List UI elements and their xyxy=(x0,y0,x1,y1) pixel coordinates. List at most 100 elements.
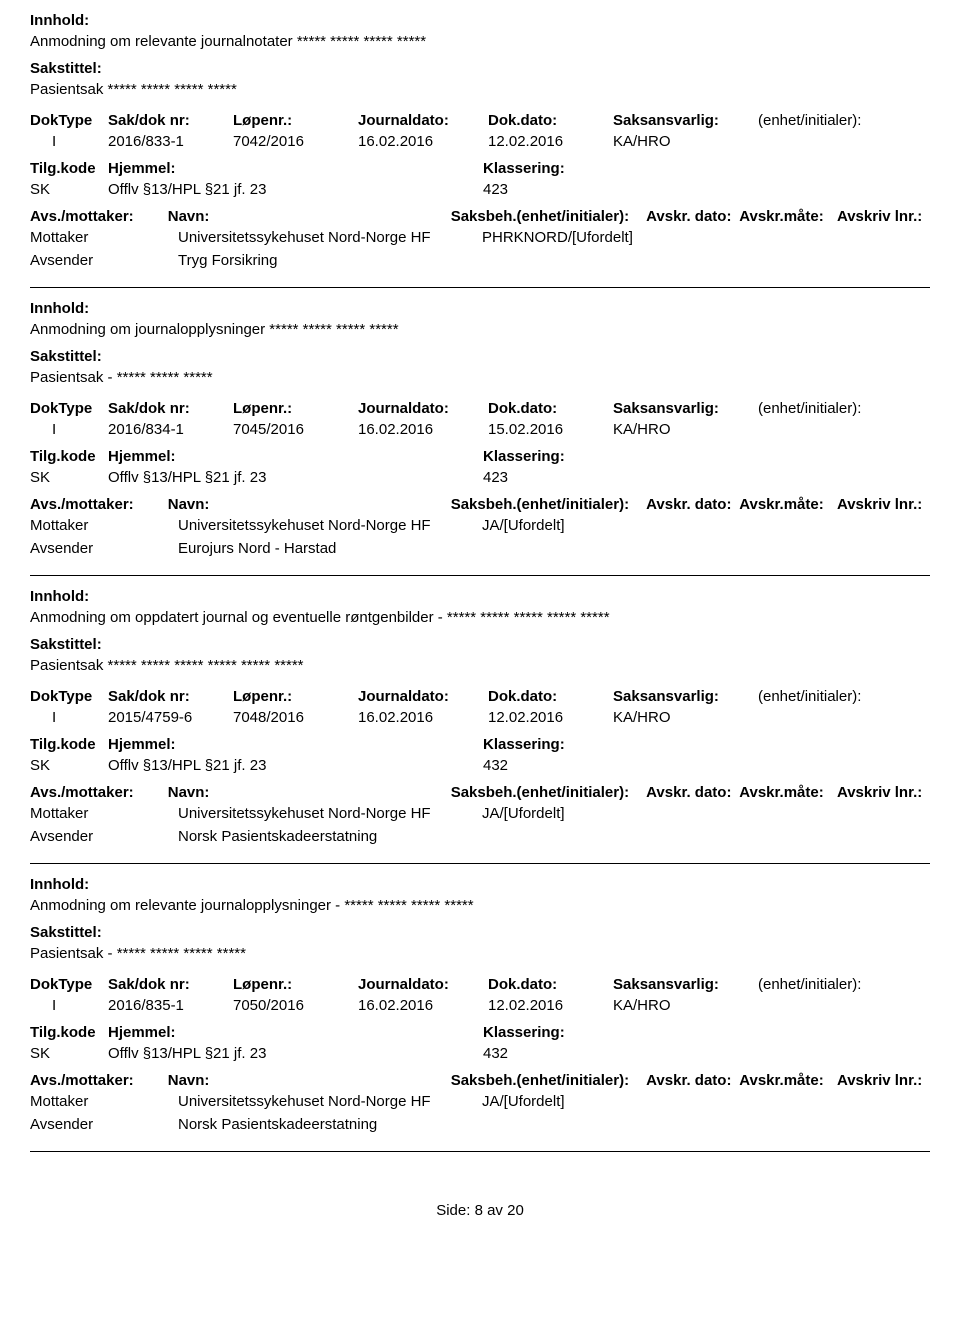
navn-header: Navn: xyxy=(168,496,451,513)
meta-header-row: DokType Sak/dok nr: Løpenr.: Journaldato… xyxy=(30,400,930,417)
mottaker-row: Mottaker Universitetssykehuset Nord-Norg… xyxy=(30,517,930,534)
hjemmel-header: Hjemmel: xyxy=(108,160,483,177)
hjemmel-header: Hjemmel: xyxy=(108,1024,483,1041)
avskrivlnr-header: Avskriv lnr.: xyxy=(837,208,930,225)
avsender-row: Avsender Norsk Pasientskadeerstatning xyxy=(30,1116,930,1133)
dokdato-header: Dok.dato: xyxy=(488,400,613,417)
sakstittel-label: Sakstittel: xyxy=(30,636,930,653)
avsender-row: Avsender Norsk Pasientskadeerstatning xyxy=(30,828,930,845)
klassering-header: Klassering: xyxy=(483,1024,683,1041)
navn-header: Navn: xyxy=(168,208,451,225)
avsmottaker-header: Avs./mottaker: xyxy=(30,784,168,801)
mottaker-navn: Universitetssykehuset Nord-Norge HF xyxy=(178,805,482,822)
lopenr-header: Løpenr.: xyxy=(233,976,358,993)
mottaker-navn: Universitetssykehuset Nord-Norge HF xyxy=(178,1093,482,1110)
avskrdato-header: Avskr. dato: xyxy=(646,208,739,225)
sakstittel-label: Sakstittel: xyxy=(30,348,930,365)
doktype-value: I xyxy=(30,997,108,1014)
avs-header-row: Avs./mottaker: Navn: Saksbeh.(enhet/init… xyxy=(30,1072,930,1089)
journaldato-header: Journaldato: xyxy=(358,400,488,417)
journal-entry: Innhold: Anmodning om relevante journaln… xyxy=(30,12,930,279)
avsender-label: Avsender xyxy=(30,540,178,557)
dokdato-value: 15.02.2016 xyxy=(488,421,613,438)
tilgkode-value: SK xyxy=(30,181,108,198)
innhold-text: Anmodning om oppdatert journal og eventu… xyxy=(30,609,930,626)
meta-header-row: DokType Sak/dok nr: Løpenr.: Journaldato… xyxy=(30,688,930,705)
journaldato-header: Journaldato: xyxy=(358,688,488,705)
innhold-text: Anmodning om relevante journalnotater **… xyxy=(30,33,930,50)
dokdato-value: 12.02.2016 xyxy=(488,133,613,150)
avsender-label: Avsender xyxy=(30,828,178,845)
avsmottaker-header: Avs./mottaker: xyxy=(30,208,168,225)
avskrmate-header: Avskr.måte: xyxy=(739,1072,837,1089)
lopenr-value: 7050/2016 xyxy=(233,997,358,1014)
sakdok-value: 2016/835-1 xyxy=(108,997,233,1014)
sakstittel-text: Pasientsak ***** ***** ***** ***** *****… xyxy=(30,657,930,674)
lopenr-header: Løpenr.: xyxy=(233,400,358,417)
navn-header: Navn: xyxy=(168,1072,451,1089)
avskrivlnr-header: Avskriv lnr.: xyxy=(837,1072,930,1089)
avsender-row: Avsender Eurojurs Nord - Harstad xyxy=(30,540,930,557)
meta-header-row: DokType Sak/dok nr: Løpenr.: Journaldato… xyxy=(30,976,930,993)
mottaker-saksbeh: PHRKNORD/[Ufordelt] xyxy=(482,229,692,246)
innhold-label: Innhold: xyxy=(30,588,930,605)
sakdok-value: 2015/4759-6 xyxy=(108,709,233,726)
dokdato-header: Dok.dato: xyxy=(488,976,613,993)
innhold-label: Innhold: xyxy=(30,300,930,317)
journaldato-value: 16.02.2016 xyxy=(358,421,488,438)
mottaker-row: Mottaker Universitetssykehuset Nord-Norg… xyxy=(30,1093,930,1110)
saksbeh-header: Saksbeh.(enhet/initialer): xyxy=(451,496,646,513)
kode-header-row: Tilg.kode Hjemmel: Klassering: xyxy=(30,1024,930,1041)
sakdok-header: Sak/dok nr: xyxy=(108,400,233,417)
saksansvarlig-header: Saksansvarlig: xyxy=(613,976,758,993)
enhet-header: (enhet/initialer): xyxy=(758,976,908,993)
journaldato-header: Journaldato: xyxy=(358,976,488,993)
avskrmate-header: Avskr.måte: xyxy=(739,784,837,801)
saksansvarlig-header: Saksansvarlig: xyxy=(613,400,758,417)
entry-divider xyxy=(30,287,930,288)
klassering-value: 423 xyxy=(483,181,683,198)
doktype-value: I xyxy=(30,421,108,438)
navn-header: Navn: xyxy=(168,784,451,801)
kode-value-row: SK Offlv §13/HPL §21 jf. 23 423 xyxy=(30,181,930,198)
journal-entry: Innhold: Anmodning om oppdatert journal … xyxy=(30,588,930,855)
klassering-value: 423 xyxy=(483,469,683,486)
lopenr-value: 7045/2016 xyxy=(233,421,358,438)
lopenr-value: 7048/2016 xyxy=(233,709,358,726)
lopenr-header: Løpenr.: xyxy=(233,112,358,129)
saksbeh-header: Saksbeh.(enhet/initialer): xyxy=(451,208,646,225)
tilgkode-header: Tilg.kode xyxy=(30,448,108,465)
doktype-value: I xyxy=(30,709,108,726)
saksansvarlig-value: KA/HRO xyxy=(613,133,758,150)
avsender-navn: Norsk Pasientskadeerstatning xyxy=(178,1116,482,1133)
sakdok-header: Sak/dok nr: xyxy=(108,112,233,129)
tilgkode-value: SK xyxy=(30,469,108,486)
journal-entry: Innhold: Anmodning om journalopplysninge… xyxy=(30,300,930,567)
kode-header-row: Tilg.kode Hjemmel: Klassering: xyxy=(30,736,930,753)
avskrmate-header: Avskr.måte: xyxy=(739,496,837,513)
avskrivlnr-header: Avskriv lnr.: xyxy=(837,496,930,513)
doktype-header: DokType xyxy=(30,976,108,993)
kode-value-row: SK Offlv §13/HPL §21 jf. 23 423 xyxy=(30,469,930,486)
meta-header-row: DokType Sak/dok nr: Løpenr.: Journaldato… xyxy=(30,112,930,129)
klassering-header: Klassering: xyxy=(483,736,683,753)
saksansvarlig-header: Saksansvarlig: xyxy=(613,112,758,129)
entry-divider xyxy=(30,1151,930,1152)
mottaker-row: Mottaker Universitetssykehuset Nord-Norg… xyxy=(30,805,930,822)
dokdato-value: 12.02.2016 xyxy=(488,997,613,1014)
saksansvarlig-value: KA/HRO xyxy=(613,997,758,1014)
sakstittel-text: Pasientsak ***** ***** ***** ***** xyxy=(30,81,930,98)
page-footer: Side: 8 av 20 xyxy=(30,1202,930,1219)
entry-divider xyxy=(30,863,930,864)
avskrdato-header: Avskr. dato: xyxy=(646,1072,739,1089)
tilgkode-header: Tilg.kode xyxy=(30,160,108,177)
enhet-header: (enhet/initialer): xyxy=(758,688,908,705)
dokdato-value: 12.02.2016 xyxy=(488,709,613,726)
mottaker-label: Mottaker xyxy=(30,805,178,822)
mottaker-saksbeh: JA/[Ufordelt] xyxy=(482,805,692,822)
dokdato-header: Dok.dato: xyxy=(488,688,613,705)
sakdok-header: Sak/dok nr: xyxy=(108,976,233,993)
footer-of: av xyxy=(487,1202,503,1219)
innhold-text: Anmodning om relevante journalopplysning… xyxy=(30,897,930,914)
kode-header-row: Tilg.kode Hjemmel: Klassering: xyxy=(30,160,930,177)
